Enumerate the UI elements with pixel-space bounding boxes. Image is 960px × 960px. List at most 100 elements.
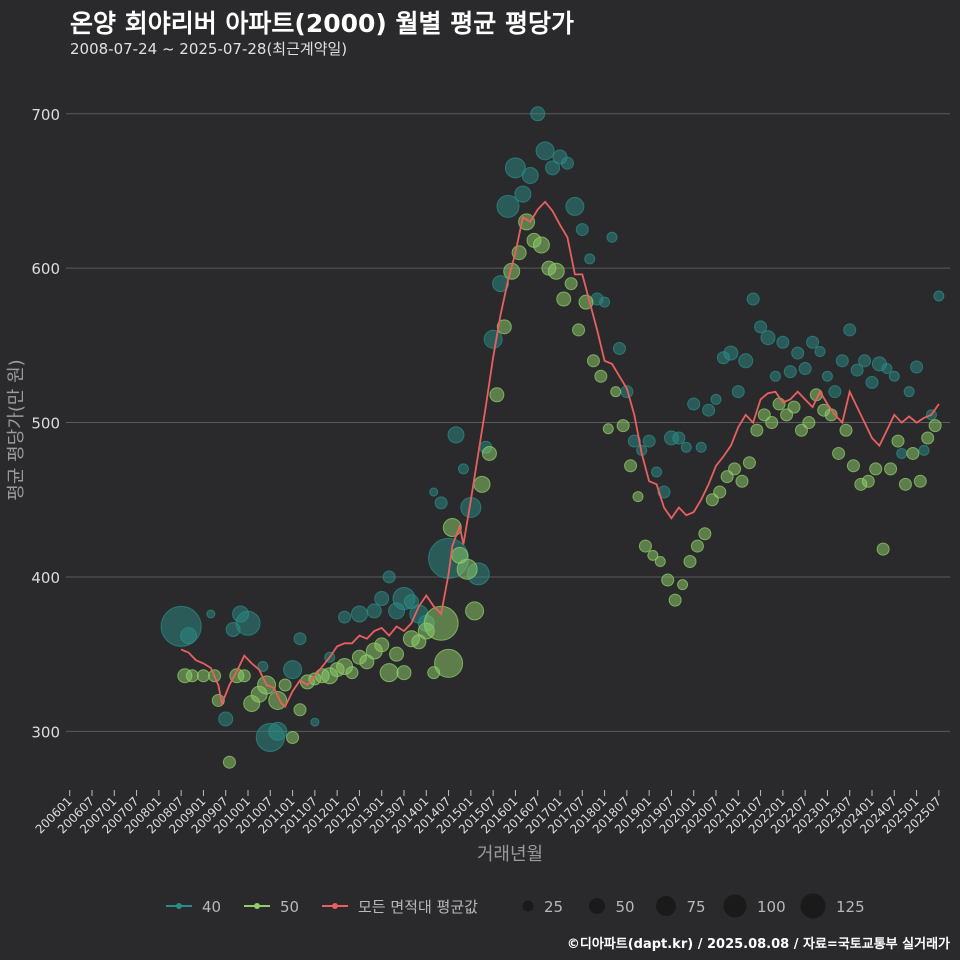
series-50-point <box>928 419 942 433</box>
series-50-point <box>683 555 697 569</box>
series-40-point <box>434 496 448 510</box>
legend-swatch-dot <box>176 903 182 909</box>
series-40-point <box>612 341 626 355</box>
series-50-point <box>876 542 890 556</box>
series-50-point <box>489 387 505 403</box>
legend-size-circle <box>723 894 747 918</box>
y-axis-label: 평균 평당가(만 원) <box>6 359 27 500</box>
legend-size-label: 75 <box>687 898 706 916</box>
series-50-point <box>891 434 905 448</box>
series-50-point <box>237 669 251 683</box>
legend-size-label: 25 <box>544 898 563 916</box>
series-50-point <box>572 323 586 337</box>
series-50-point <box>698 527 712 541</box>
series-40-point <box>910 360 924 374</box>
series-40-point <box>760 330 776 346</box>
series-50-point <box>379 663 399 683</box>
series-50-point <box>898 477 912 491</box>
series-40-point <box>545 160 561 176</box>
series-50-point <box>913 474 927 488</box>
series-50-point <box>465 601 485 621</box>
series-40-point <box>918 444 930 456</box>
series-40-point <box>560 156 574 170</box>
legend-label: 40 <box>202 898 221 916</box>
series-50-point <box>293 703 307 717</box>
series-50-point <box>742 456 756 470</box>
series-40-point <box>695 441 707 453</box>
series-40-point <box>783 365 797 379</box>
series-50-point <box>668 593 682 607</box>
series-40-point <box>565 196 585 216</box>
series-50-point <box>861 474 875 488</box>
series-50-point <box>594 369 608 383</box>
series-40-point <box>366 603 382 619</box>
legend-size-label: 50 <box>616 898 635 916</box>
series-50-point <box>196 669 210 683</box>
legend: 40 50 모든 면적대 평균값 25 50 75 100 125 <box>166 893 865 919</box>
series-50-point <box>374 637 390 653</box>
series-50-point <box>473 475 491 493</box>
series-40-point <box>731 385 745 399</box>
series-50-point <box>921 431 935 445</box>
legend-size-circle <box>800 893 826 919</box>
series-40-point <box>206 609 216 619</box>
series-40-point <box>746 292 760 306</box>
series-40-point <box>835 354 849 368</box>
series-50-point <box>690 539 704 553</box>
series-40-point <box>514 185 532 203</box>
series-40-point <box>657 485 671 499</box>
series-40-point <box>687 397 701 411</box>
series-40-point <box>382 570 396 584</box>
series-40-point <box>776 335 790 349</box>
series-50-point <box>846 459 860 473</box>
series-40-point <box>521 167 539 185</box>
series-40-point <box>338 610 352 624</box>
legend-size-label: 100 <box>757 898 786 916</box>
series-50-point <box>547 262 565 280</box>
series-50-point <box>654 556 666 568</box>
series-50-point <box>278 678 292 692</box>
series-40-point <box>483 329 503 349</box>
legend-swatch-dot <box>332 903 338 909</box>
y-tick-label: 400 <box>31 569 60 587</box>
series-50-point <box>389 646 405 662</box>
series-40-point <box>710 393 722 405</box>
series-50-point <box>638 539 652 553</box>
series-40-point <box>858 354 872 368</box>
legend-label: 50 <box>280 898 299 916</box>
series-40-point <box>791 346 805 360</box>
series-40-point <box>865 375 879 389</box>
series-40-point <box>702 403 716 417</box>
series-40-point <box>843 323 857 337</box>
chart-subtitle: 2008-07-24 ~ 2025-07-28(최근계약일) <box>70 40 348 58</box>
average-line-group <box>180 200 940 709</box>
series-40-point <box>180 627 198 645</box>
series-40-point <box>814 346 826 358</box>
series-50-point <box>564 277 578 291</box>
series-40-point <box>535 141 555 161</box>
series-50-point <box>616 419 630 433</box>
series-50-point <box>839 423 853 437</box>
series-40-point <box>754 320 768 334</box>
series-40-point <box>828 385 842 399</box>
series-40-point <box>218 711 234 727</box>
grid-lines <box>66 113 950 732</box>
series-50-point <box>787 400 801 414</box>
series-50-point <box>345 666 359 680</box>
series-50-point <box>869 462 883 476</box>
series-50-point <box>396 665 412 681</box>
series-50-point <box>222 755 236 769</box>
series-50-point <box>661 573 675 587</box>
series-50-point <box>185 669 199 683</box>
series-50-point <box>434 648 464 678</box>
series-50-point <box>456 558 478 580</box>
series-40-point <box>257 660 269 672</box>
series-50-point <box>772 397 786 411</box>
series-50-point <box>496 319 512 335</box>
series-50-point <box>750 423 764 437</box>
series-40-point <box>769 370 781 382</box>
series-50-point <box>728 462 742 476</box>
series-50-point <box>532 236 550 254</box>
series-40-point <box>235 610 261 636</box>
